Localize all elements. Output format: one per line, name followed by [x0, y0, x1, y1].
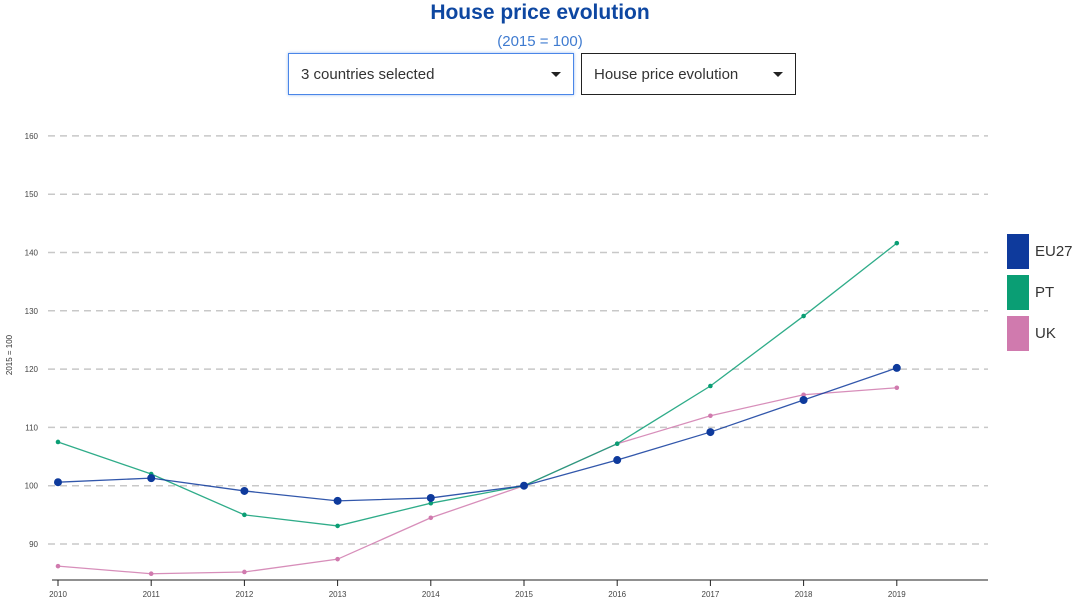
series-line — [57, 367, 898, 502]
data-point — [892, 363, 901, 372]
data-point — [428, 515, 434, 521]
y-tick-label: 120 — [25, 365, 39, 374]
legend-swatch — [1007, 275, 1029, 310]
data-point — [335, 556, 340, 562]
data-point — [520, 481, 528, 490]
country-select-value: 3 countries selected — [301, 65, 435, 83]
series-line — [57, 242, 898, 527]
chart-subtitle: (2015 = 100) — [497, 33, 583, 50]
y-axis-label: 2015 = 100 — [5, 334, 14, 375]
y-tick-label: 140 — [25, 249, 39, 258]
y-tick-label: 130 — [25, 307, 39, 316]
legend-label: EU27 — [1035, 243, 1073, 260]
data-point — [242, 512, 247, 518]
indicator-select[interactable]: House price evolution — [581, 53, 796, 95]
indicator-select-value: House price evolution — [594, 65, 739, 83]
data-point — [614, 441, 620, 447]
legend-swatch — [1007, 234, 1029, 269]
legend-item-pt[interactable]: PT — [1007, 275, 1073, 310]
data-point — [801, 313, 806, 319]
legend-label: PT — [1035, 284, 1055, 301]
x-tick-label: 2018 — [795, 590, 813, 599]
y-tick-label: 160 — [25, 132, 39, 141]
y-tick-label: 90 — [29, 540, 38, 549]
x-tick-label: 2013 — [329, 590, 347, 599]
legend-label: UK — [1035, 325, 1056, 342]
x-tick-label: 2012 — [236, 590, 254, 599]
y-tick-label: 150 — [25, 190, 39, 199]
x-tick-label: 2014 — [422, 590, 440, 599]
data-point — [428, 500, 434, 506]
series-uk — [55, 385, 900, 577]
data-point — [55, 439, 61, 445]
y-tick-label: 100 — [25, 482, 39, 491]
data-point — [147, 474, 156, 483]
country-select[interactable]: 3 countries selected — [288, 53, 574, 95]
data-point — [894, 385, 900, 391]
legend-item-eu27[interactable]: EU27 — [1007, 234, 1073, 269]
x-tick-label: 2019 — [888, 590, 906, 599]
data-point — [801, 392, 806, 398]
legend-swatch — [1007, 316, 1029, 351]
x-tick-label: 2015 — [515, 590, 533, 599]
data-point — [708, 383, 713, 389]
data-point — [148, 571, 154, 577]
x-tick-label: 2010 — [49, 590, 67, 599]
data-point — [240, 486, 249, 495]
data-point — [799, 395, 808, 404]
data-point — [242, 569, 247, 575]
chevron-down-icon — [551, 71, 561, 77]
data-point — [613, 456, 622, 465]
series-line — [57, 387, 897, 575]
legend: EU27 PT UK — [1007, 234, 1073, 357]
data-point — [894, 240, 900, 246]
data-point — [706, 428, 715, 437]
legend-item-uk[interactable]: UK — [1007, 316, 1073, 351]
x-tick-label: 2016 — [608, 590, 626, 599]
data-point — [54, 478, 62, 487]
data-point — [335, 523, 340, 529]
line-chart: 90 100 110 120 130 140 150 160 2010 2011 2012 2013… — [5, 132, 988, 599]
data-point — [426, 493, 435, 502]
series-eu27 — [54, 363, 901, 505]
x-tick-label: 2017 — [702, 590, 720, 599]
chart-title: House price evolution — [430, 1, 650, 24]
y-tick-label: 110 — [25, 423, 38, 432]
data-point — [333, 496, 342, 505]
data-point — [55, 563, 61, 569]
x-tick-label: 2011 — [143, 590, 161, 599]
data-point — [708, 413, 713, 419]
chevron-down-icon — [773, 71, 783, 77]
